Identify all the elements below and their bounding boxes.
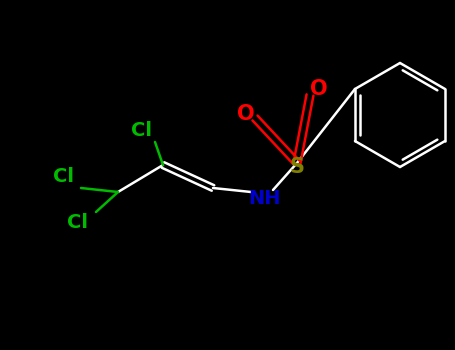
Text: Cl: Cl	[67, 212, 89, 231]
Text: S: S	[289, 157, 304, 177]
Text: O: O	[237, 104, 255, 124]
Text: NH: NH	[249, 189, 281, 208]
Text: O: O	[310, 79, 328, 99]
Text: Cl: Cl	[131, 120, 152, 140]
Text: Cl: Cl	[52, 167, 74, 186]
